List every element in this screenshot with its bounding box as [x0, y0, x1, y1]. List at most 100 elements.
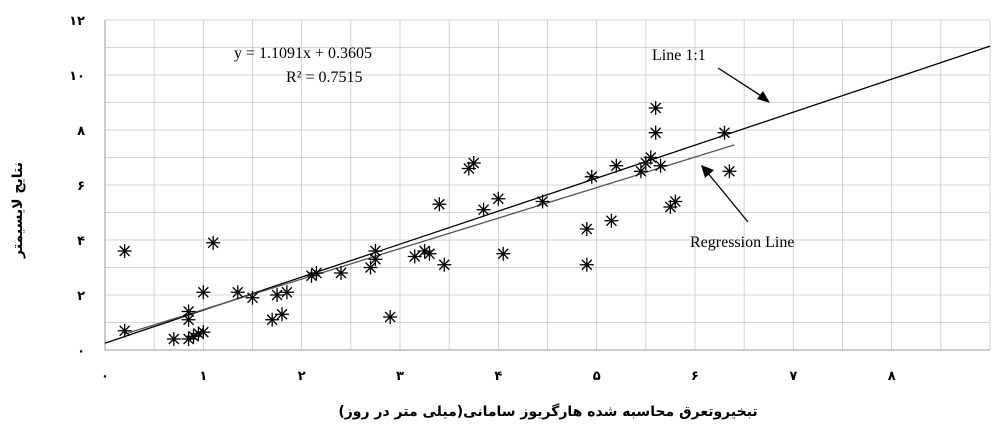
- data-point: [579, 257, 594, 272]
- data-point: [648, 101, 663, 115]
- data-point: [206, 235, 221, 250]
- data-point-stroke: [119, 325, 131, 337]
- line-1-1-label: Line 1:1: [652, 47, 706, 64]
- data-point-stroke: [232, 286, 244, 298]
- data-point-stroke: [433, 198, 445, 210]
- gridlines: [104, 19, 991, 350]
- data-point-stroke: [581, 259, 593, 271]
- data-point: [383, 310, 398, 324]
- data-point-stroke: [424, 248, 435, 260]
- data-point: [422, 246, 437, 261]
- data-point: [717, 125, 732, 140]
- x-tick-labels: ۰ ۱ ۲ ۳ ۴ ۵ ۶ ۷ ۸: [101, 369, 896, 384]
- regression-line-arrowhead: [701, 165, 714, 178]
- y-tick-label: ۲: [77, 289, 85, 304]
- data-point-stroke: [335, 267, 347, 279]
- y-tick-label: ۴: [77, 234, 85, 249]
- data-point-stroke: [276, 308, 288, 320]
- data-point-stroke: [497, 248, 509, 260]
- data-point-stroke: [369, 245, 381, 257]
- data-point: [196, 285, 211, 300]
- x-axis-title: تبخیروتعرق محاسبه شده هارگریوز سامانی(می…: [338, 403, 757, 420]
- data-point-stroke: [183, 306, 195, 317]
- data-point: [476, 202, 491, 217]
- data-point: [643, 150, 658, 165]
- y-tick-label: ۶: [77, 179, 85, 194]
- x-tick-label: ۸: [888, 369, 896, 384]
- data-point-stroke: [365, 262, 376, 273]
- regression-equation: y = 1.1091x + 0.3605: [234, 45, 372, 62]
- data-point-stroke: [369, 253, 381, 265]
- data-point-stroke: [468, 157, 480, 169]
- data-point: [722, 164, 737, 179]
- y-tick-label: ۰: [77, 344, 85, 359]
- y-tick-label: ۱۲: [69, 14, 85, 29]
- data-point-stroke: [719, 127, 730, 139]
- data-point: [181, 304, 196, 319]
- line-1-1-arrow: [717, 67, 767, 100]
- data-point-stroke: [669, 196, 681, 207]
- data-point-stroke: [586, 171, 598, 183]
- data-point-stroke: [478, 204, 490, 216]
- data-point: [309, 266, 324, 280]
- data-point-stroke: [168, 333, 180, 345]
- x-tick-label: ۷: [789, 369, 797, 384]
- data-point-stroke: [605, 215, 617, 227]
- data-point: [117, 323, 132, 338]
- y-tick-label: ۸: [77, 124, 85, 139]
- data-point: [166, 332, 181, 346]
- data-point-stroke: [247, 292, 258, 304]
- data-point: [648, 125, 663, 140]
- data-point-stroke: [581, 223, 593, 235]
- data-point-stroke: [197, 286, 209, 298]
- y-tick-labels: ۰ ۲ ۴ ۶ ۸ ۱۰ ۱۲: [69, 14, 85, 359]
- data-point: [579, 222, 594, 236]
- data-point: [245, 290, 260, 305]
- data-point: [196, 325, 211, 340]
- data-point: [265, 312, 280, 327]
- data-point: [368, 244, 383, 258]
- data-point: [117, 244, 132, 258]
- data-point: [275, 307, 289, 322]
- data-point: [668, 194, 683, 209]
- data-point: [604, 213, 619, 228]
- data-point-stroke: [183, 314, 195, 326]
- data-point: [633, 164, 648, 179]
- data-point-stroke: [310, 267, 322, 279]
- data-point-stroke: [723, 165, 735, 177]
- data-point-stroke: [655, 160, 667, 172]
- data-point: [437, 257, 452, 272]
- data-point-stroke: [281, 286, 293, 298]
- data-point-stroke: [635, 165, 647, 177]
- data-point: [334, 266, 348, 280]
- y-tick-label: ۱۰: [69, 69, 85, 84]
- data-point: [270, 288, 285, 302]
- x-tick-label: ۲: [298, 369, 306, 384]
- x-tick-label: ۱: [199, 369, 207, 384]
- data-point-stroke: [419, 245, 431, 257]
- r-squared: R² = 0.7515: [286, 69, 363, 86]
- data-point: [363, 260, 378, 275]
- data-point: [653, 158, 668, 173]
- x-tick-label: ۵: [593, 369, 601, 384]
- data-point: [609, 158, 624, 173]
- data-point: [466, 156, 481, 170]
- regression-line: [124, 144, 735, 335]
- data-point-stroke: [645, 152, 657, 163]
- axes: [104, 20, 990, 351]
- data-point-stroke: [537, 196, 549, 207]
- data-point: [491, 191, 506, 206]
- data-point: [432, 197, 447, 212]
- data-point-stroke: [610, 160, 622, 172]
- x-tick-label: ۶: [691, 369, 699, 384]
- line-1-1-arrowhead: [757, 91, 770, 103]
- data-point: [535, 194, 550, 209]
- data-point-stroke: [492, 193, 504, 205]
- data-point: [407, 249, 422, 264]
- x-tick-label: ۳: [396, 369, 404, 384]
- regression-line-path: [124, 144, 735, 335]
- data-point-stroke: [650, 127, 662, 139]
- data-point-stroke: [650, 102, 662, 114]
- data-point: [584, 169, 599, 184]
